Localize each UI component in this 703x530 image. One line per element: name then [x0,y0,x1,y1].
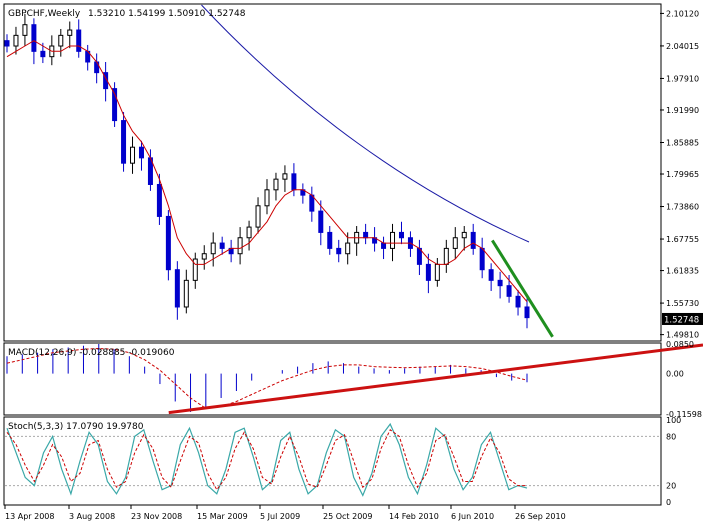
candle-bearish [31,24,37,52]
time-axis-label: 5 Jul 2009 [260,512,300,521]
moving-average-slow [201,4,530,243]
price-axis-label: 1.85885 [666,138,699,147]
price-axis-label: 2.04015 [666,42,699,51]
candle-bearish [112,88,118,122]
candle-bearish [479,247,485,271]
macd-axis-label: -0.11598 [666,410,702,419]
candle-bearish [165,215,171,271]
candle-bearish [488,269,494,281]
time-axis-label: 6 Jun 2010 [451,512,494,521]
price-axis-label: 1.97910 [666,74,699,83]
candle-bearish [398,231,404,239]
candle-bullish [201,253,207,260]
candle-bearish [121,120,127,164]
candle-bullish [434,263,440,281]
candle-bearish [318,210,324,233]
price-axis-label: 1.67755 [666,235,699,244]
macd-axis-label: 0.0850 [666,340,694,349]
candle-bearish [515,295,521,308]
candle-bearish [524,306,530,319]
candle-bearish [497,279,503,287]
time-axis-label: 14 Feb 2010 [389,512,439,521]
candle-bullish [390,231,396,249]
green-trendline [491,239,554,338]
stochastic-axis-label: 80 [666,432,676,441]
candle-bearish [336,247,342,255]
candle-bullish [183,279,189,308]
candle-bullish [22,24,28,36]
candle-bullish [210,242,216,255]
price-axis-label: 1.79965 [666,170,699,179]
candle-bearish [156,183,162,217]
symbol-timeframe-label: GBPCHF,Weekly [8,9,81,19]
candle-bearish [470,231,476,249]
moving-average-fast [6,40,528,303]
stochastic-title: Stoch(5,3,3) 17.0790 19.9780 [8,422,144,432]
candle-bearish [291,173,297,191]
candle-bearish [381,242,387,249]
candle-bearish [506,285,512,297]
candle-bullish [58,34,64,47]
time-axis-label: 26 Sep 2010 [515,512,566,521]
macd-series [6,343,703,415]
ohlc-readout: 1.53210 1.54199 1.50910 1.52748 [88,9,246,19]
candle-bullish [282,173,288,180]
candle-bearish [76,29,82,52]
candle-bullish [13,34,19,47]
time-axis-label: 3 Aug 2008 [69,512,115,521]
price-axis-label: 1.73860 [666,203,699,212]
macd-title: MACD(12,26,9) -0.028885 -0.019060 [8,348,175,358]
stochastic-axis-label: 0 [666,498,671,507]
candle-bullish [345,242,351,255]
red-trendline [168,343,703,415]
candle-bullish [443,247,449,265]
candle-bearish [174,269,180,308]
price-panel-frame [3,3,662,342]
stochastic-axis-label: 100 [666,416,681,425]
candle-bullish [461,231,467,239]
price-axis-label: 1.55730 [666,299,699,308]
candle-bullish [452,237,458,249]
stochastic-main-line [6,422,528,497]
candle-bearish [4,40,10,47]
candle-bearish [138,146,144,159]
macd-panel-frame [3,342,662,416]
current-price-label: 1.52748 [664,315,699,325]
candle-bullish [237,237,243,255]
time-axis-label: 25 Oct 2009 [323,512,372,521]
stochastic-panel-frame [3,416,662,506]
candle-bullish [246,226,252,239]
candle-bullish [255,205,261,228]
candle-bullish [264,189,270,207]
candle-bearish [327,231,333,249]
candle-bullish [273,178,279,191]
price-axis-label: 1.49810 [666,331,699,340]
candle-bearish [425,263,431,281]
candle-bearish [40,50,46,58]
time-axis-label: 23 Nov 2008 [131,512,182,521]
axis-labels: 2.10120 2.04015 1.97910 1.91990 1.85885 1.799… [4,9,702,521]
stochastic-axis-label: 20 [666,482,676,491]
stochastic-series [5,422,660,497]
candle-bearish [219,242,225,249]
price-axis-label: 2.10120 [666,9,699,18]
current-price-tag [662,312,703,325]
candle-bullish [67,29,73,36]
price-axis-label: 1.61835 [666,267,699,276]
time-axis-label: 13 Apr 2008 [5,512,54,521]
candle-bullish [192,258,198,281]
macd-signal-line [6,347,528,409]
price-series: 1.52748 [4,4,703,338]
candle-bearish [363,231,369,239]
stochastic-signal-line [6,429,527,491]
time-axis-label: 15 Mar 2009 [197,512,248,521]
candle-bullish [130,146,136,164]
price-axis-label: 1.91990 [666,106,699,115]
macd-axis-label: 0.00 [666,370,684,379]
